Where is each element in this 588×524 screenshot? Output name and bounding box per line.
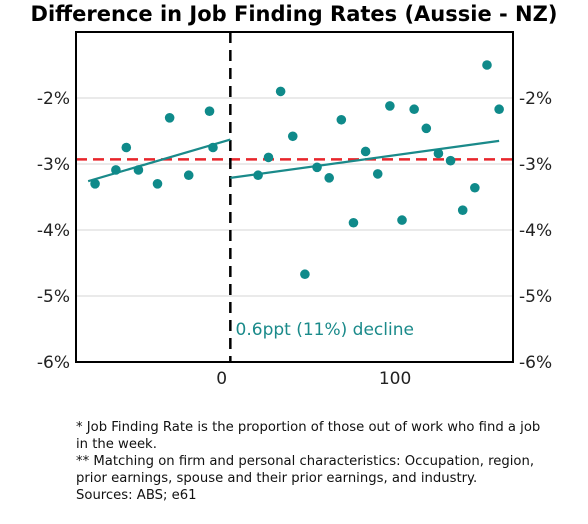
data-point [152, 179, 163, 189]
x-tick-label: 0 [216, 369, 227, 389]
data-point [494, 104, 504, 115]
data-point [183, 170, 194, 181]
data-point [121, 142, 132, 153]
chart-title: Difference in Job Finding Rates (Aussie … [31, 2, 558, 26]
y-tick-label-left: -6% [37, 353, 70, 373]
footnote-sources: Sources: ABS; e61 [76, 488, 197, 503]
plot-frame [75, 31, 514, 363]
y-tick-label-left: -4% [37, 221, 70, 241]
data-point [470, 182, 480, 193]
trend-lines [87, 138, 500, 183]
data-point [133, 165, 144, 175]
data-point [111, 165, 121, 175]
data-point [421, 123, 432, 134]
y-tick-label-right: -4% [519, 221, 552, 241]
data-point [482, 60, 492, 70]
y-tick-label-right: -2% [519, 89, 552, 109]
axis-tick-labels: -6% -6% -5% -5% -4% -4% -3% -3% -2% -2% 0 100 [37, 89, 552, 389]
reference-lines [76, 32, 513, 362]
data-point [312, 162, 322, 173]
data-points [90, 60, 504, 280]
y-tick-label-right: -3% [519, 155, 552, 175]
data-point [457, 205, 468, 215]
data-point [253, 170, 263, 181]
data-point [164, 113, 175, 123]
data-point [90, 179, 100, 189]
data-point [348, 217, 359, 228]
data-point [204, 106, 215, 116]
footnote-job-finding-rate: * Job Finding Rate is the proportion of … [76, 420, 541, 452]
data-point [336, 114, 347, 125]
data-point [385, 101, 395, 111]
chart-annotation: 0.6ppt (11%) decline [236, 320, 414, 340]
y-tick-label-left: -3% [37, 155, 70, 175]
data-point [397, 215, 407, 225]
y-tick-label-left: -2% [37, 89, 70, 109]
data-point [360, 146, 371, 157]
footnotes: * Job Finding Rate is the proportion of … [76, 419, 556, 504]
data-point [409, 104, 419, 115]
x-tick-label: 100 [379, 369, 411, 389]
data-point [445, 155, 456, 166]
data-point [433, 148, 444, 159]
footnote-matching: ** Matching on firm and personal charact… [76, 454, 535, 486]
data-point [208, 142, 218, 153]
data-point [300, 269, 310, 280]
data-point [275, 86, 286, 97]
y-tick-label-left: -5% [37, 287, 70, 307]
trend-line [87, 138, 231, 183]
data-point [372, 169, 383, 179]
data-point [287, 131, 298, 142]
data-point [263, 152, 274, 163]
data-point [324, 173, 334, 183]
trend-line [230, 139, 500, 179]
y-tick-label-right: -5% [519, 287, 552, 307]
y-tick-label-right: -6% [519, 353, 552, 373]
